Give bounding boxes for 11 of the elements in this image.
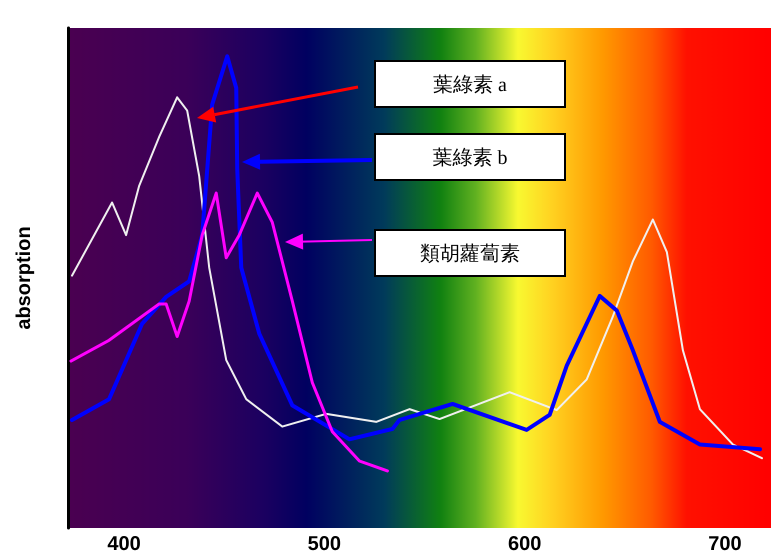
annotation: 葉綠素 b — [432, 146, 508, 170]
label-box: 類胡蘿蔔素 — [374, 229, 566, 277]
x-tick-label: 600 — [508, 533, 542, 555]
annotation: 葉綠素 a — [433, 72, 507, 98]
label-box: 葉綠素 b — [374, 133, 566, 181]
x-tick-label: 700 — [708, 533, 742, 555]
annotation: 類胡蘿蔔素 — [420, 242, 520, 266]
y-axis-title: absorption — [13, 226, 35, 330]
x-tick-label: 400 — [107, 533, 141, 555]
label-box: 葉綠素 a — [374, 60, 566, 108]
x-tick-label: 500 — [308, 533, 342, 555]
